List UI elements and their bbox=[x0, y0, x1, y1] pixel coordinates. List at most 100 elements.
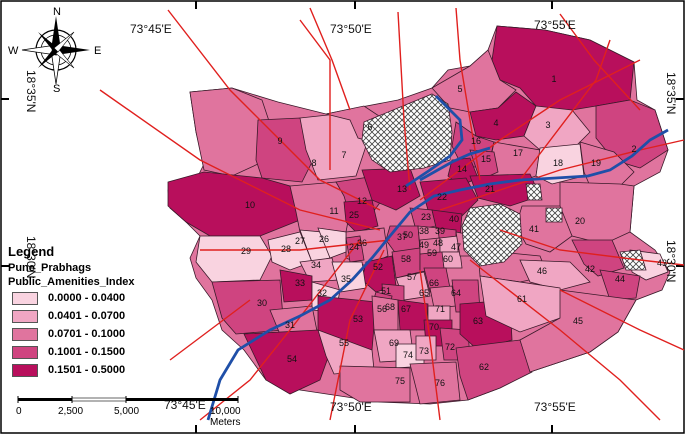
ward-label-56: 56 bbox=[377, 304, 387, 314]
ward-label-1: 1 bbox=[551, 74, 556, 84]
ward-label-76: 76 bbox=[435, 378, 445, 388]
graticule-right-2: 18°30'N bbox=[664, 240, 678, 283]
ward-26 bbox=[317, 227, 347, 259]
ward-46 bbox=[519, 259, 591, 291]
ward-10 bbox=[167, 171, 301, 237]
ward-label-20: 20 bbox=[575, 216, 585, 226]
ward-label-41: 41 bbox=[529, 224, 539, 234]
ward-label-37: 37 bbox=[397, 232, 407, 242]
ward-label-30: 30 bbox=[257, 298, 267, 308]
ward-2 bbox=[595, 99, 669, 169]
ward-label-64: 64 bbox=[451, 288, 461, 298]
ward-label-42: 42 bbox=[585, 264, 595, 274]
ward-label-15: 15 bbox=[481, 154, 491, 164]
ward-label-57: 57 bbox=[407, 272, 417, 282]
legend-layer-name: Pune_Prabhags bbox=[8, 262, 92, 274]
ward-label-9: 9 bbox=[277, 136, 282, 146]
legend-swatch bbox=[12, 291, 38, 305]
ward-44 bbox=[599, 269, 641, 301]
legend: Legend Pune_Prabhags Public_Amenities_In… bbox=[8, 244, 180, 379]
legend-class-label: 0.1001 - 0.1500 bbox=[48, 346, 126, 358]
ward-label-69: 69 bbox=[389, 338, 399, 348]
ward-label-23: 23 bbox=[421, 212, 431, 222]
ward-label-45: 45 bbox=[573, 316, 583, 326]
compass-s: S bbox=[53, 83, 60, 92]
ward-label-55: 55 bbox=[339, 338, 349, 348]
ward-label-5: 5 bbox=[457, 84, 462, 94]
ward-label-17: 17 bbox=[513, 148, 523, 158]
ward-label-35: 35 bbox=[341, 274, 351, 284]
scale-tick-10000: 10,000 Meters bbox=[210, 406, 241, 428]
ward-label-31: 31 bbox=[285, 320, 295, 330]
ward-label-44: 44 bbox=[615, 274, 625, 284]
ward-label-38: 38 bbox=[419, 226, 429, 236]
legend-swatch bbox=[12, 327, 38, 341]
ward-label-48: 48 bbox=[433, 238, 443, 248]
legend-classes: 0.0000 - 0.0400 0.0401 - 0.0700 0.0701 - 0… bbox=[8, 289, 180, 379]
legend-swatch bbox=[12, 309, 38, 323]
scale-bar: 0 2,500 5,000 10,000 Meters bbox=[14, 394, 244, 428]
legend-class-label: 0.0401 - 0.0700 bbox=[48, 310, 126, 322]
ward-label-52: 52 bbox=[373, 262, 383, 272]
legend-swatch bbox=[12, 345, 38, 359]
ward-label-32: 32 bbox=[317, 288, 327, 298]
compass-e: E bbox=[94, 45, 101, 57]
ward-label-71: 71 bbox=[435, 304, 445, 314]
ward-label-29: 29 bbox=[241, 246, 251, 256]
graticule-top-3: 73°55'E bbox=[534, 18, 576, 32]
legend-field-name: Public_Amenities_Index bbox=[8, 276, 135, 288]
ward-label-60: 60 bbox=[443, 254, 453, 264]
ward-5 bbox=[431, 49, 517, 113]
ward-28 bbox=[267, 231, 313, 271]
hatched-area-east bbox=[545, 207, 563, 223]
graticule-bottom-3: 73°55'E bbox=[534, 400, 576, 414]
legend-title: Legend bbox=[8, 244, 55, 259]
ward-label-67: 67 bbox=[401, 304, 411, 314]
ward-label-11: 11 bbox=[329, 206, 338, 216]
ward-label-46: 46 bbox=[537, 266, 547, 276]
graticule-bottom-2: 73°50'E bbox=[330, 400, 372, 414]
ward-label-16: 16 bbox=[471, 136, 481, 146]
ward-label-34: 34 bbox=[311, 260, 321, 270]
ward-label-40: 40 bbox=[449, 214, 459, 224]
ward-label-19: 19 bbox=[591, 158, 601, 168]
ward-label-65: 65 bbox=[419, 288, 429, 298]
ward-label-22: 22 bbox=[437, 192, 447, 202]
hatched-area-central bbox=[461, 203, 523, 267]
ward-label-6: 6 bbox=[367, 122, 372, 132]
ward-30 bbox=[211, 279, 285, 335]
scale-bar-graphic bbox=[17, 396, 239, 403]
ward-label-47: 47 bbox=[451, 242, 461, 252]
ward-29 bbox=[195, 235, 273, 283]
ward-label-68: 68 bbox=[385, 302, 395, 312]
ward-label-27: 27 bbox=[295, 236, 305, 246]
ward-label-49: 49 bbox=[419, 240, 429, 250]
graticule-bottom-1: 73°45'E bbox=[164, 398, 206, 412]
ward-label-72: 72 bbox=[445, 342, 455, 352]
legend-class-4: 0.1001 - 0.1500 bbox=[8, 343, 180, 361]
ward-75 bbox=[339, 365, 411, 403]
ward-label-70: 70 bbox=[429, 322, 439, 332]
ward-label-51: 51 bbox=[381, 286, 391, 296]
graticule-top-2: 73°50'E bbox=[330, 22, 372, 36]
legend-swatch bbox=[12, 363, 38, 377]
ward-label-13: 13 bbox=[397, 184, 407, 194]
ward-label-61: 61 bbox=[517, 294, 527, 304]
graticule-right-1: 18°35'N bbox=[664, 72, 678, 115]
ward-label-33: 33 bbox=[295, 278, 305, 288]
legend-class-label: 0.0701 - 0.1000 bbox=[48, 328, 126, 340]
ward-label-12: 12 bbox=[357, 196, 367, 206]
scale-tick-2500: 2,500 bbox=[58, 406, 84, 417]
ward-45 bbox=[519, 289, 637, 373]
ward-label-2: 2 bbox=[631, 144, 636, 154]
ward-label-74: 74 bbox=[403, 350, 413, 360]
ward-label-4: 4 bbox=[493, 118, 498, 128]
legend-class-1: 0.0000 - 0.0400 bbox=[8, 289, 180, 307]
ward-label-59: 59 bbox=[427, 248, 437, 258]
ward-label-62: 62 bbox=[479, 362, 489, 372]
ward-label-58: 58 bbox=[401, 254, 411, 264]
ward-label-66: 66 bbox=[429, 278, 439, 288]
ward-label-53: 53 bbox=[353, 314, 363, 324]
hatched-area-north bbox=[361, 93, 453, 173]
